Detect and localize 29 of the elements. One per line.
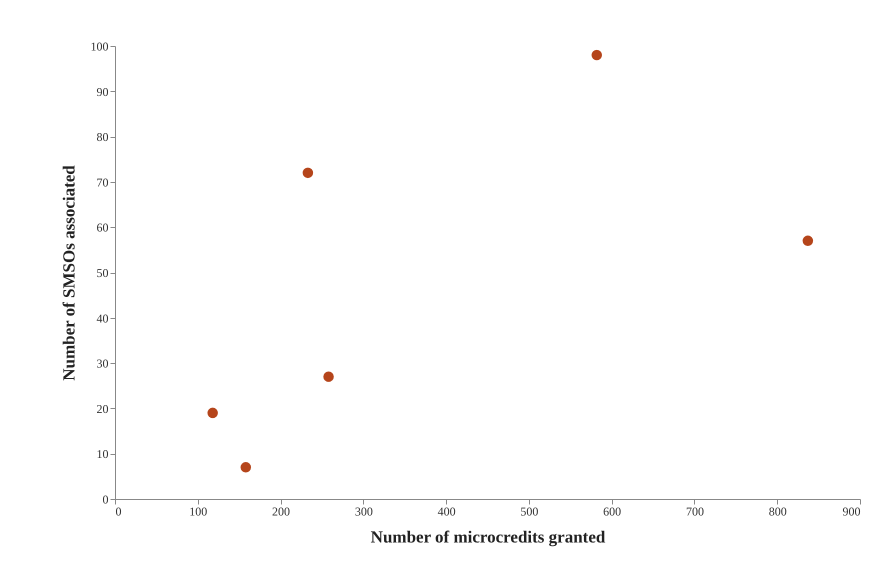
x-tick-label: 200 — [272, 504, 290, 518]
y-tick-label: 10 — [96, 447, 108, 462]
y-tick-label: 60 — [96, 220, 108, 235]
y-axis-title: Number of SMSOs associated — [60, 164, 78, 381]
x-tick-label: 500 — [520, 504, 538, 518]
y-tick-label: 30 — [96, 356, 108, 371]
y-tick-label: 90 — [96, 84, 108, 99]
x-tick-label: 700 — [686, 504, 704, 518]
y-tick-label: 70 — [96, 175, 108, 190]
x-tick-label: 600 — [603, 504, 622, 518]
point — [802, 236, 814, 246]
x-tick-label: 300 — [354, 504, 373, 518]
point — [302, 168, 314, 178]
y-tick-label: 40 — [96, 311, 108, 326]
x-axis-title: Number of microcredits granted — [370, 528, 606, 546]
point — [323, 371, 334, 382]
y-tick-label: 100 — [90, 40, 108, 54]
point — [240, 462, 252, 473]
x-tick-label: 100 — [189, 504, 208, 518]
y-tick-label: 80 — [96, 130, 108, 144]
point — [207, 408, 218, 418]
y-tick-label: 20 — [96, 402, 108, 416]
x-tick-label: 800 — [768, 504, 787, 518]
y-tick-label: 0 — [102, 492, 108, 506]
x-tick-label: 400 — [438, 504, 456, 518]
x-tick-label: 0 — [116, 504, 122, 518]
y-tick-label: 50 — [96, 266, 108, 280]
point — [592, 50, 602, 60]
x-tick-label: 900 — [842, 504, 860, 518]
